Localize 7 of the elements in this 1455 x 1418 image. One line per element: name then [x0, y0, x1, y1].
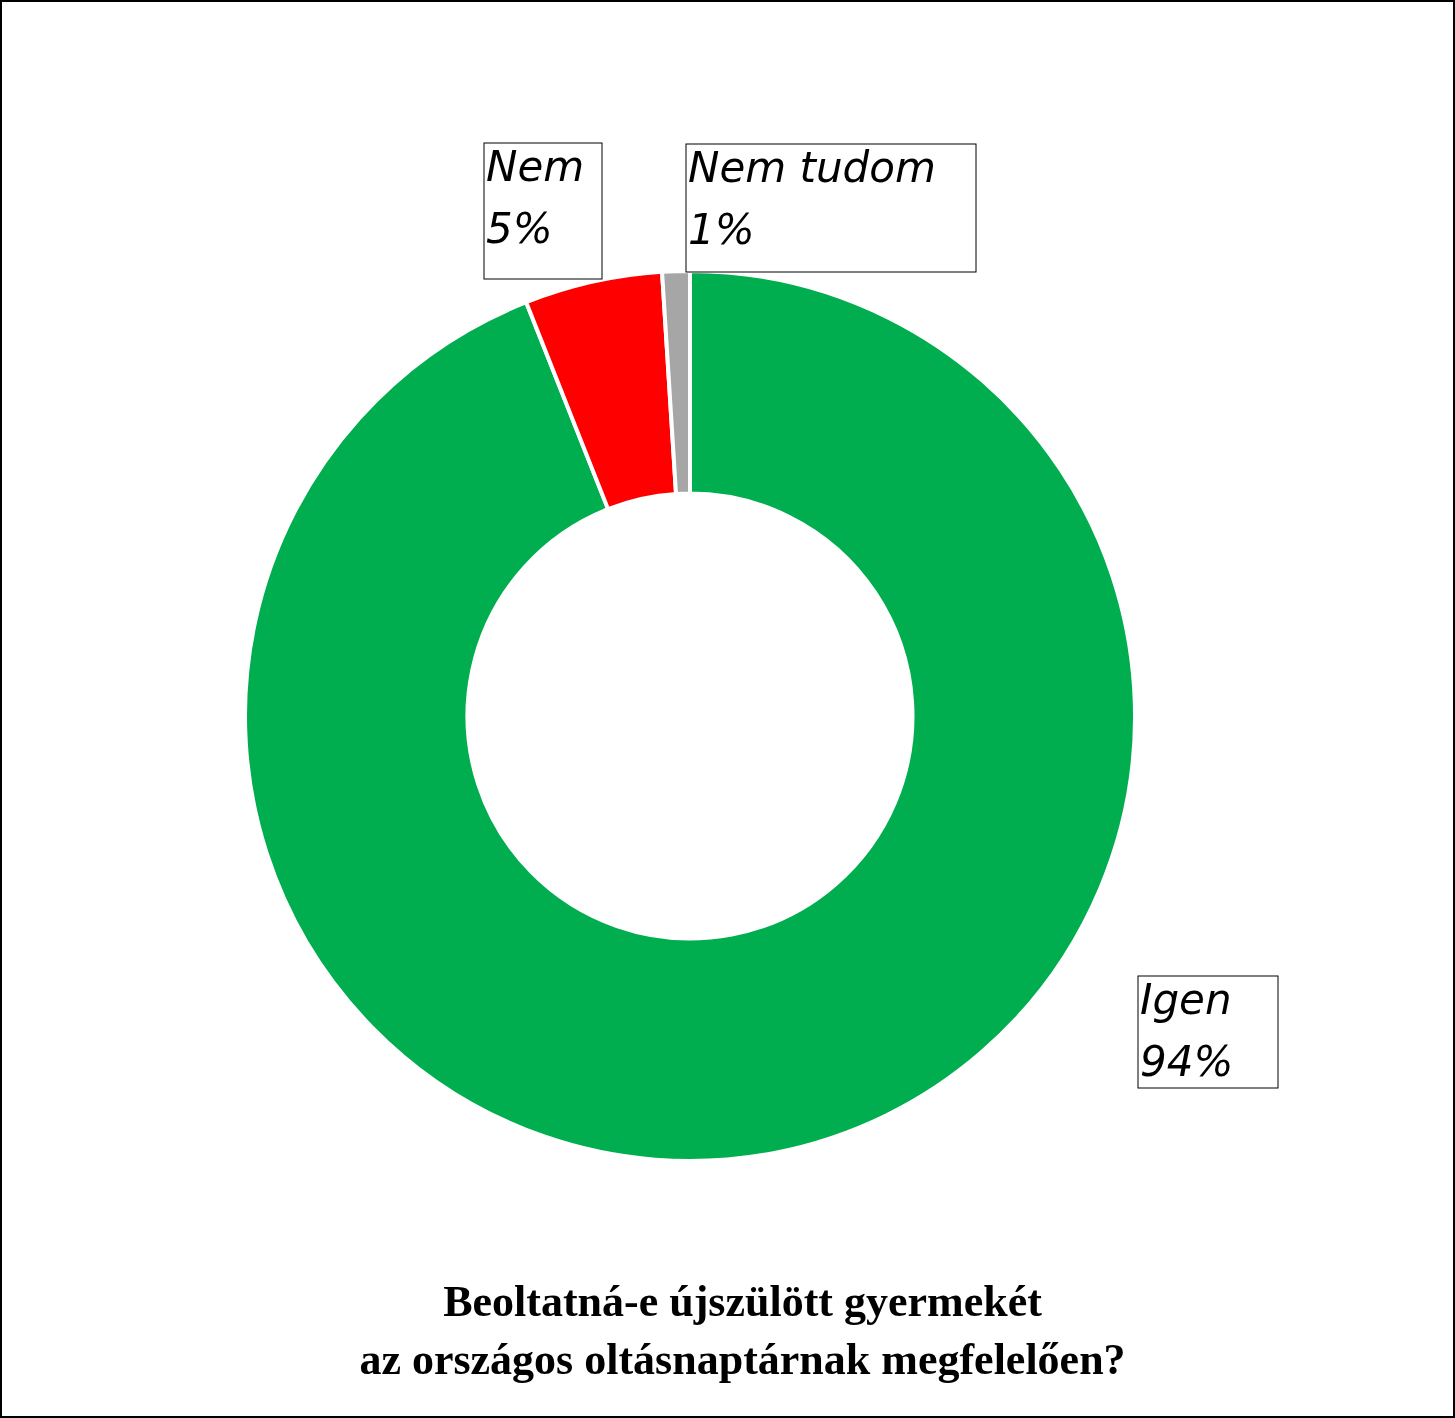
- slice-label: Nem: [486, 142, 585, 191]
- slice-label: Nem tudom: [688, 143, 936, 192]
- slice-label: Igen: [1140, 975, 1232, 1024]
- text: Beoltatná-e újszülött gyermekét az országos oltásnaptárnak megfelelően?: [359, 1277, 1126, 1384]
- data-label: 1%: [688, 205, 755, 254]
- data-label: 5%: [486, 204, 553, 253]
- data-label: 94%: [1140, 1037, 1234, 1086]
